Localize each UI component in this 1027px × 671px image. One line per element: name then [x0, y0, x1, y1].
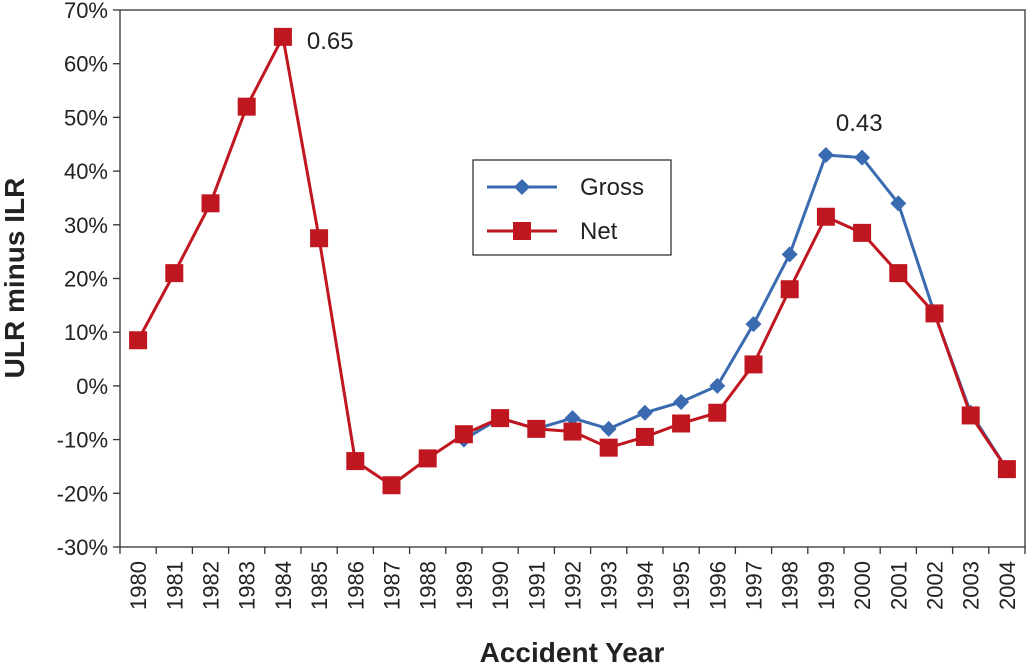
legend-item-gross: Gross: [487, 174, 644, 201]
y-tick-label: 60%: [64, 52, 108, 77]
y-tick-label: 70%: [64, 0, 108, 23]
x-tick-label: 2000: [850, 561, 875, 610]
y-tick-label: 20%: [64, 267, 108, 292]
data-point-net: [961, 406, 980, 425]
x-tick-label: 1993: [597, 561, 622, 610]
y-tick-label: 30%: [64, 213, 108, 238]
y-tick-label: -20%: [57, 481, 108, 506]
data-point-gross: [709, 377, 726, 394]
x-tick-label: 1980: [126, 561, 151, 610]
y-axis-title: ULR minus ILR: [0, 178, 30, 379]
x-tick-label: 1985: [307, 561, 332, 610]
data-point-net: [527, 419, 546, 438]
x-tick-label: 1995: [669, 561, 694, 610]
data-point-net: [346, 452, 365, 471]
series-layer: [129, 27, 1016, 495]
data-point-gross: [817, 146, 834, 163]
legend-box: [472, 159, 672, 256]
x-tick-label: 1987: [380, 561, 405, 610]
data-point-net: [418, 449, 437, 468]
x-tick-label: 1998: [778, 561, 803, 610]
y-tick-label: 40%: [64, 159, 108, 184]
data-point-net: [563, 422, 582, 441]
legend: Gross Net: [472, 159, 672, 256]
data-annotation: 0.43: [836, 110, 883, 137]
x-tick-label: 1981: [162, 561, 187, 610]
y-tick-label: -10%: [57, 428, 108, 453]
x-tick-label: 1983: [235, 561, 260, 610]
data-point-net: [599, 438, 618, 457]
data-point-net: [310, 229, 329, 248]
data-point-net: [129, 331, 148, 350]
x-tick-label: 2001: [886, 561, 911, 610]
data-point-gross: [854, 149, 871, 166]
annotations: 0.65 0.43: [307, 28, 883, 137]
x-axis-title: Accident Year: [480, 637, 665, 666]
data-point-net: [273, 27, 292, 46]
data-point-gross: [890, 195, 907, 212]
axes: -30% -20% -10% 0% 10% 20% 30% 40% 50% 60% 70% 1980 1…: [57, 0, 1026, 610]
x-tick-label: 1991: [524, 561, 549, 610]
data-point-gross: [745, 316, 762, 333]
x-tick-label: 1994: [633, 561, 658, 610]
data-point-net: [635, 427, 654, 446]
y-tick-label: 0%: [76, 374, 108, 399]
x-tick-label: 1982: [199, 561, 224, 610]
data-annotation: 0.65: [307, 28, 354, 55]
data-point-gross: [564, 410, 581, 427]
y-tick-label: 10%: [64, 320, 108, 345]
data-point-net: [201, 194, 220, 213]
data-point-net: [744, 355, 763, 374]
legend-label: Gross: [580, 174, 644, 201]
data-point-net: [997, 460, 1016, 479]
y-tick-label: -30%: [57, 535, 108, 560]
x-tick-label: 2004: [995, 561, 1020, 610]
data-point-net: [382, 476, 401, 495]
x-tick-label: 1984: [271, 561, 296, 610]
data-point-net: [780, 280, 799, 299]
legend-label: Net: [580, 218, 618, 245]
data-point-gross: [636, 404, 653, 421]
data-point-net: [708, 403, 727, 422]
x-tick-label: 1989: [452, 561, 477, 610]
data-point-net: [491, 409, 510, 428]
data-point-net: [165, 264, 184, 283]
data-point-net: [889, 264, 908, 283]
data-point-net: [925, 304, 944, 323]
data-point-net: [454, 425, 473, 444]
x-tick-label: 1999: [814, 561, 839, 610]
x-tick-label: 1996: [705, 561, 730, 610]
data-point-net: [853, 223, 872, 242]
series-line-gross: [463, 153, 1009, 470]
x-tick-label: 1988: [416, 561, 441, 610]
x-tick-label: 1992: [561, 561, 586, 610]
data-point-gross: [600, 420, 617, 437]
series-net: [129, 27, 1016, 495]
y-tick-label: 50%: [64, 105, 108, 130]
data-point-net: [237, 97, 256, 116]
x-tick-label: 1990: [488, 561, 513, 610]
legend-marker: [514, 179, 530, 195]
x-tick-label: 2002: [923, 561, 948, 610]
data-point-net: [816, 207, 835, 226]
data-point-net: [672, 414, 691, 433]
x-tick-label: 1997: [742, 561, 767, 610]
x-tick-label: 1986: [343, 561, 368, 610]
data-point-gross: [781, 246, 798, 263]
legend-marker: [513, 222, 531, 240]
x-tick-label: 2003: [959, 561, 984, 610]
data-point-gross: [673, 394, 690, 411]
legend-item-net: Net: [487, 218, 618, 245]
